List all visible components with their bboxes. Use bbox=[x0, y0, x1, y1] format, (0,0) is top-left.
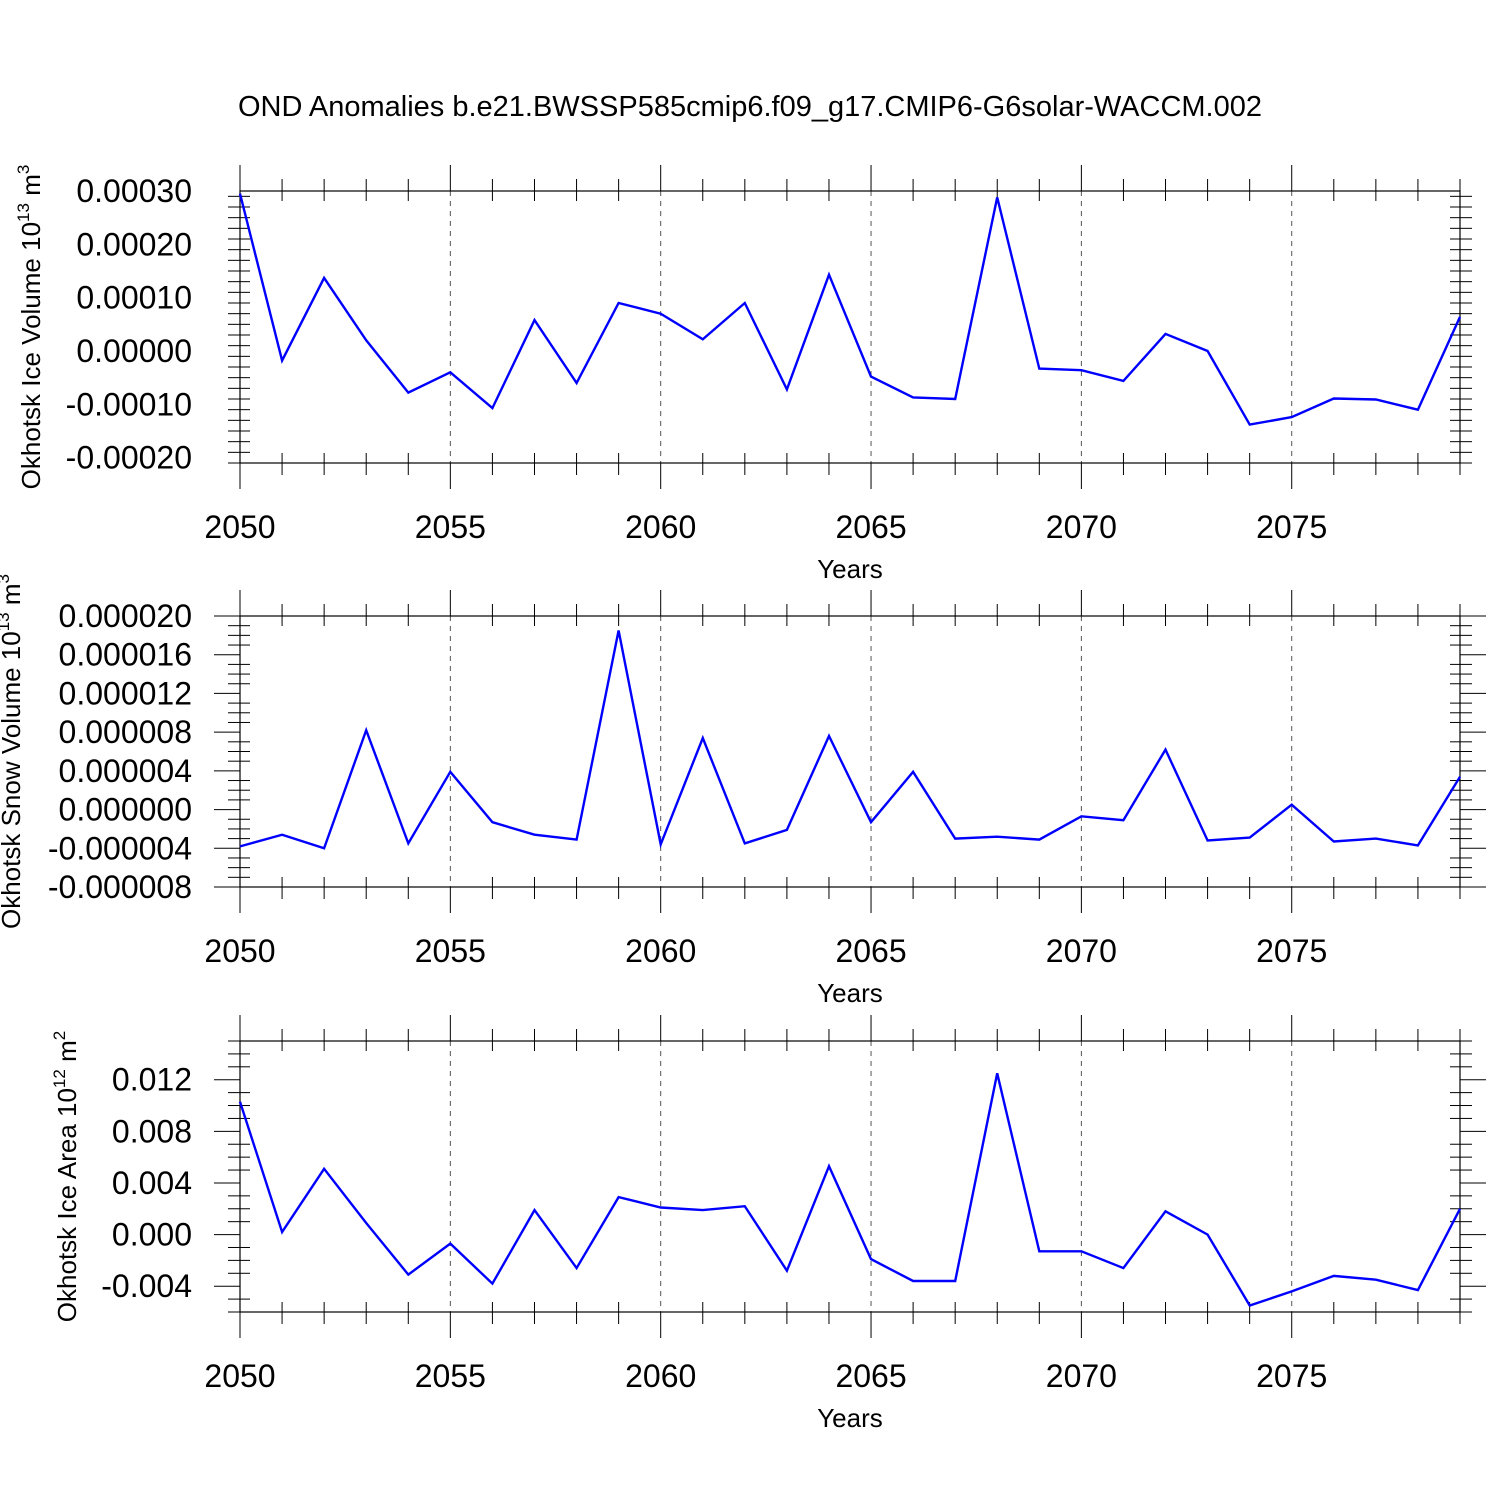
y-axis-title-unit: m bbox=[52, 1040, 82, 1069]
x-tick-label: 2050 bbox=[204, 1358, 275, 1394]
y-axis-title-exp: 13 bbox=[0, 612, 13, 631]
y-tick-label: 0.000012 bbox=[59, 675, 192, 711]
x-tick-label: 2065 bbox=[835, 509, 906, 545]
x-tick-label: 2060 bbox=[625, 1358, 696, 1394]
y-axis-title-main: Okhotsk Ice Area 10 bbox=[52, 1088, 82, 1322]
series-line bbox=[239, 630, 1462, 850]
series-line bbox=[238, 193, 1462, 426]
y-tick-label: 0.000016 bbox=[59, 637, 192, 673]
y-axis-title-main: Okhotsk Ice Volume 10 bbox=[16, 222, 46, 489]
x-tick-label: 2070 bbox=[1046, 933, 1117, 969]
x-axis-title: Years bbox=[817, 978, 883, 1008]
x-tick-label: 2075 bbox=[1256, 933, 1327, 969]
y-tick-label: 0.004 bbox=[112, 1165, 192, 1201]
y-tick-label: 0.00020 bbox=[76, 226, 192, 262]
x-tick-label: 2050 bbox=[204, 509, 275, 545]
series-line bbox=[238, 1073, 1462, 1307]
y-tick-label: 0.00030 bbox=[76, 173, 192, 209]
x-tick-label: 2050 bbox=[204, 933, 275, 969]
x-tick-label: 2055 bbox=[415, 933, 486, 969]
y-tick-label: 0.008 bbox=[112, 1113, 192, 1149]
y-axis-title-unit: m bbox=[0, 583, 26, 612]
y-axis-title: Okhotsk Snow Volume 1013 m3 bbox=[0, 574, 26, 929]
x-tick-label: 2065 bbox=[835, 933, 906, 969]
y-axis-title: Okhotsk Ice Area 1012 m2 bbox=[50, 1031, 82, 1322]
x-tick-label: 2070 bbox=[1046, 509, 1117, 545]
x-tick-label: 2055 bbox=[415, 509, 486, 545]
panel-2: 2050 2055 2060 2065 2070 2075 -0.000008-0.0000… bbox=[0, 574, 1486, 1008]
y-axis-title-exp: 12 bbox=[50, 1069, 69, 1088]
y-axis-title-unit: m bbox=[16, 174, 46, 203]
y-axis-title-unit-exp: 2 bbox=[50, 1031, 69, 1040]
panel-3: 2050 2055 2060 2065 2070 2075 -0.004 0.000 0.004… bbox=[50, 1015, 1486, 1433]
plot-frame bbox=[239, 1040, 1461, 1313]
x-tick-label: 2075 bbox=[1256, 1358, 1327, 1394]
y-axis-title-main: Okhotsk Snow Volume 10 bbox=[0, 631, 26, 929]
x-tick-label: 2075 bbox=[1256, 509, 1327, 545]
y-tick-label: 0.000020 bbox=[59, 598, 192, 634]
x-tick-label: 2055 bbox=[415, 1358, 486, 1394]
x-tick-label: 2070 bbox=[1046, 1358, 1117, 1394]
y-axis-title-unit-exp: 3 bbox=[0, 574, 13, 583]
y-tick-label: 0.00010 bbox=[76, 280, 192, 316]
x-tick-label: 2065 bbox=[835, 1358, 906, 1394]
y-tick-label: 0.000008 bbox=[59, 714, 192, 750]
chart-title: OND Anomalies b.e21.BWSSP585cmip6.f09_g1… bbox=[238, 91, 1262, 123]
y-tick-label: 0.00000 bbox=[76, 333, 192, 369]
x-axis-title: Years bbox=[817, 1403, 883, 1433]
y-axis-title-unit-exp: 3 bbox=[14, 165, 33, 174]
x-tick-label: 2060 bbox=[625, 933, 696, 969]
y-tick-label: -0.00020 bbox=[66, 440, 192, 476]
y-tick-label: -0.000008 bbox=[48, 869, 192, 905]
y-tick-label: -0.000004 bbox=[48, 830, 192, 866]
y-tick-label: -0.004 bbox=[101, 1268, 192, 1304]
y-axis-title-exp: 13 bbox=[14, 203, 33, 222]
y-axis-title: Okhotsk Ice Volume 1013 m3 bbox=[14, 165, 46, 490]
x-axis-title: Years bbox=[817, 554, 883, 584]
y-tick-label: 0.012 bbox=[112, 1062, 192, 1098]
y-tick-label: 0.000 bbox=[112, 1217, 192, 1253]
y-tick-label: 0.000004 bbox=[59, 753, 192, 789]
panel-1: 2050 2055 2060 2065 2070 2075 -0.00020 -0.00010… bbox=[14, 165, 1472, 584]
y-tick-label: 0.000000 bbox=[59, 792, 192, 828]
plot-frame bbox=[239, 190, 1461, 464]
x-tick-label: 2060 bbox=[625, 509, 696, 545]
y-tick-label: -0.00010 bbox=[66, 386, 192, 422]
plot-frame bbox=[239, 615, 1461, 888]
